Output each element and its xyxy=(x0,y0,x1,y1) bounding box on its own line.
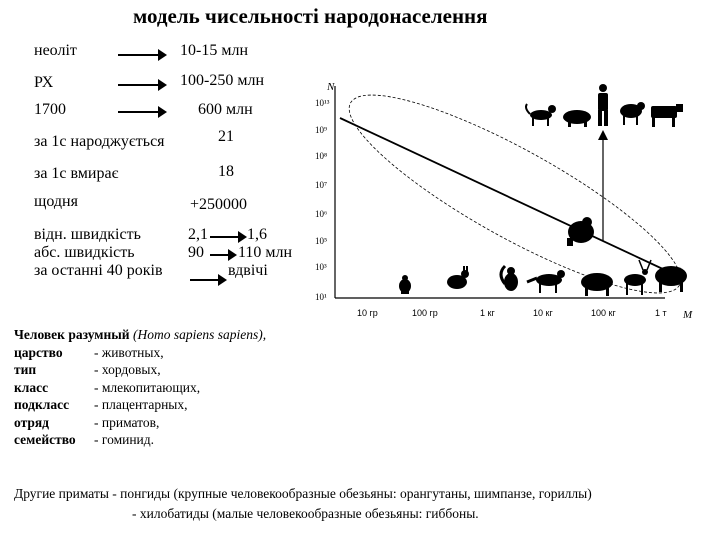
arrow-rh xyxy=(118,79,167,91)
sheep-icon xyxy=(620,102,645,125)
rank-label: царство xyxy=(14,344,63,360)
x-tick: 100 кг xyxy=(591,308,616,318)
fox-icon xyxy=(526,270,565,293)
period-label: за останні 40 років xyxy=(34,262,163,279)
stat-value-births: 21 xyxy=(218,128,234,145)
stat-label-1700: 1700 xyxy=(34,101,66,118)
rank-value: - хордовых, xyxy=(94,362,161,377)
arrow-period xyxy=(190,274,227,286)
other-primates-line2: - хилобатиды (малые человекообразные обе… xyxy=(132,506,479,521)
stat-label-neolith: неоліт xyxy=(34,42,77,59)
y-axis-label: N xyxy=(326,81,335,93)
y-tick: 10³ xyxy=(315,262,327,272)
pig-icon xyxy=(563,110,591,127)
mouse-icon xyxy=(399,275,411,294)
arrow-rel-speed xyxy=(210,231,247,243)
rank-value: - гоминид. xyxy=(94,432,155,447)
human-arrow-head xyxy=(598,130,608,140)
rank-value: - приматов, xyxy=(94,414,160,430)
x-tick: 100 гр xyxy=(412,308,438,318)
rank-label: подкласс xyxy=(14,397,70,412)
rank-label: тип xyxy=(14,362,37,377)
classification-block: Человек разумный (Homo sapiens sapiens),… xyxy=(14,326,266,449)
y-tick: 10¹³ xyxy=(315,98,330,108)
arrow-1700 xyxy=(118,106,167,118)
cow-icon xyxy=(651,104,683,127)
rank-value: - плацентарных, xyxy=(94,397,188,412)
stat-label-rh: РХ xyxy=(34,74,54,91)
abs-speed-to: 110 млн xyxy=(238,244,293,261)
rank-label: класс xyxy=(14,379,49,395)
stat-label-births: за 1с народжується xyxy=(34,133,165,150)
deer-icon xyxy=(624,259,652,295)
stat-label-daily: щодня xyxy=(34,193,78,210)
species-name: Человек разумный xyxy=(14,327,130,342)
gorilla-icon xyxy=(567,217,594,246)
arrow-abs-speed xyxy=(210,249,237,261)
body-mass-population-chart: N M 10¹³ 10⁹ 10⁸ 10⁷ 10⁶ 10⁵ 10³ 10¹ 10 … xyxy=(315,81,693,321)
x-tick: 1 т xyxy=(655,308,667,318)
rank-value: - животных, xyxy=(94,344,164,360)
x-tick: 1 кг xyxy=(480,308,495,318)
x-axis-label: M xyxy=(682,309,693,321)
species-latin: (Homo sapiens sapiens), xyxy=(132,327,267,342)
rank-label: семейство xyxy=(14,432,76,447)
regression-line xyxy=(339,117,666,271)
y-tick: 10¹ xyxy=(315,292,327,302)
arrow-neolith xyxy=(118,49,167,61)
page-title: модель чисельності народонаселення xyxy=(133,4,488,28)
abs-speed-label: абс. швидкість xyxy=(34,244,135,261)
rel-speed-from: 2,1 xyxy=(188,226,208,243)
stat-value-rh: 100-250 млн xyxy=(180,72,264,89)
rel-speed-to: 1,6 xyxy=(247,226,267,243)
rel-speed-label: відн. швидкість xyxy=(34,226,141,243)
other-primates-label: Другие приматы xyxy=(14,486,109,501)
stat-value-deaths: 18 xyxy=(218,163,234,180)
y-tick: 10⁶ xyxy=(315,209,327,219)
x-tick: 10 гр xyxy=(357,308,378,318)
other-primates-block: Другие приматы - понгиды (крупные челове… xyxy=(14,484,592,524)
rabbit-icon xyxy=(447,266,469,289)
boar-icon xyxy=(581,273,613,296)
stat-label-deaths: за 1с вмирає xyxy=(34,165,119,182)
human-icon xyxy=(598,84,608,126)
y-tick: 10⁷ xyxy=(315,180,327,190)
y-tick: 10⁹ xyxy=(315,125,327,135)
period-value: вдвічі xyxy=(228,262,268,279)
bison-icon xyxy=(655,266,687,292)
y-tick: 10⁵ xyxy=(315,236,327,246)
cat-icon xyxy=(525,103,556,126)
y-tick: 10⁸ xyxy=(315,151,327,161)
rank-label: отряд xyxy=(14,414,50,430)
dashed-ellipse xyxy=(348,94,682,294)
rank-value: - млекопитающих, xyxy=(94,379,201,395)
abs-speed-from: 90 xyxy=(188,244,204,261)
squirrel-icon xyxy=(499,264,518,291)
other-primates-line1: - понгиды (крупные человекообразные обез… xyxy=(112,486,592,501)
stat-value-neolith: 10-15 млн xyxy=(180,42,248,59)
x-tick: 10 кг xyxy=(533,308,553,318)
stat-value-1700: 600 млн xyxy=(198,101,253,118)
stat-value-daily: +250000 xyxy=(190,196,248,213)
